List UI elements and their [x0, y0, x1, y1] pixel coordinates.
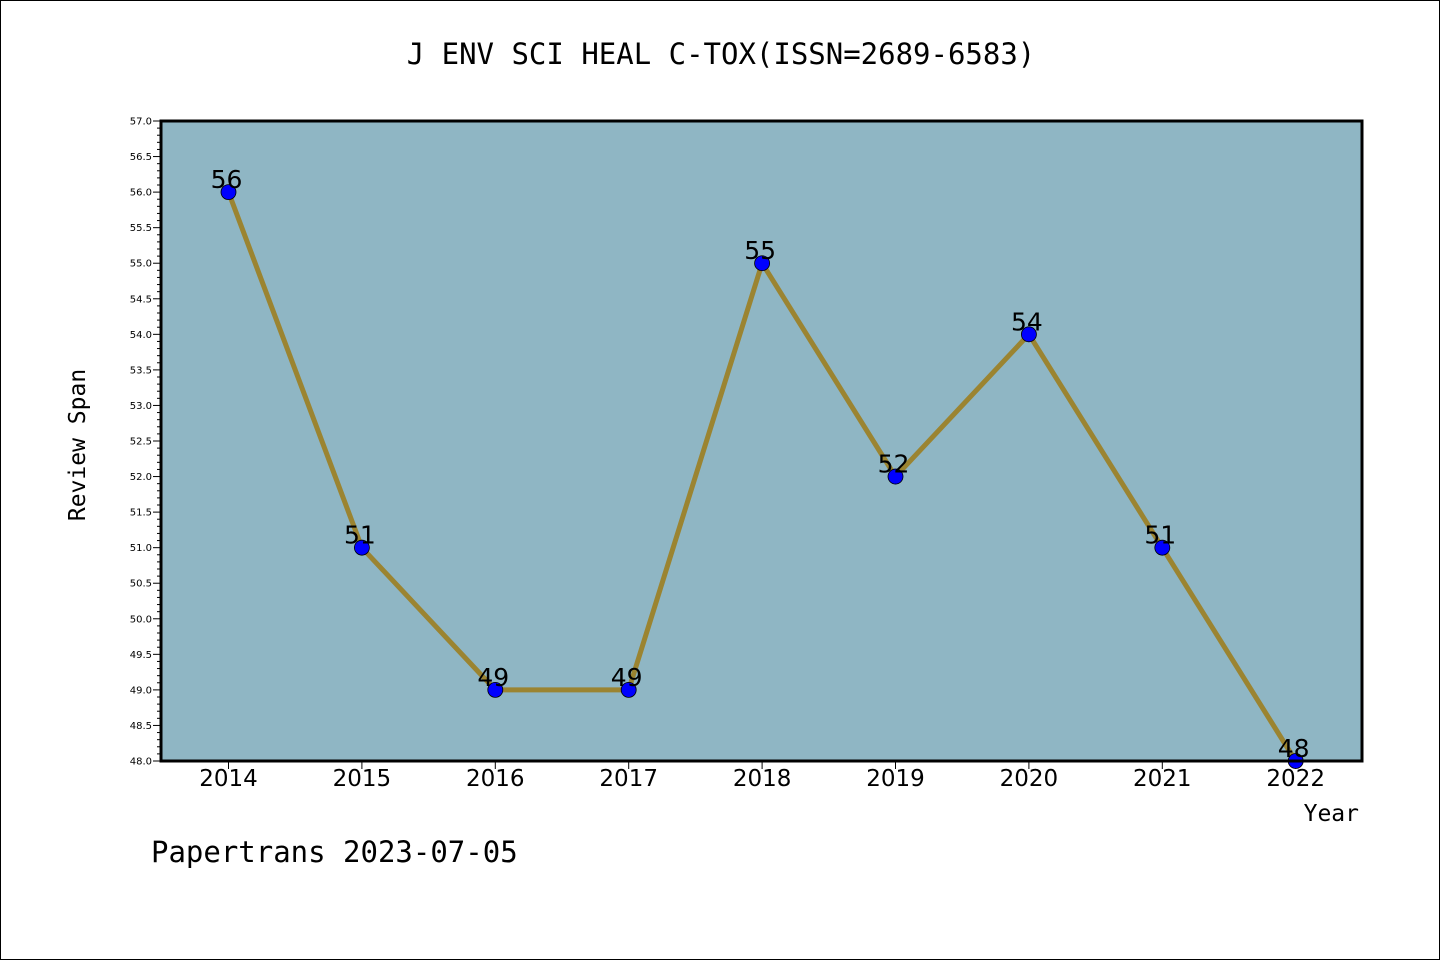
data-label: 51 — [1144, 521, 1176, 550]
x-tick-label: 2019 — [866, 766, 925, 792]
data-point — [887, 468, 904, 485]
x-tick-label: 2015 — [333, 766, 392, 792]
x-tick-label: 2016 — [466, 766, 525, 792]
y-tick-label: 54.0 — [130, 330, 152, 341]
x-tick-label: 2014 — [199, 766, 258, 792]
data-markers — [220, 184, 1304, 769]
x-tick-label: 2017 — [599, 766, 658, 792]
data-point — [1021, 326, 1037, 343]
y-axis-label: Review Span — [65, 369, 91, 521]
y-tick-label: 56.5 — [130, 152, 152, 163]
data-point — [220, 184, 237, 201]
y-tick-label: 54.5 — [130, 294, 152, 305]
data-point — [353, 539, 370, 556]
data-label: 49 — [611, 663, 643, 692]
y-tick-label: 55.5 — [130, 223, 152, 234]
data-label: 49 — [477, 663, 509, 692]
data-label: 54 — [1011, 307, 1043, 336]
data-label: 55 — [744, 236, 776, 265]
data-point — [754, 255, 770, 272]
y-tick-label: 56.0 — [130, 188, 152, 199]
y-tick-label: 49.0 — [130, 685, 152, 696]
y-tick-label: 52.5 — [130, 437, 152, 448]
x-axis-label: Year — [1304, 801, 1359, 827]
y-tick-label: 57.0 — [130, 117, 152, 128]
y-tick-label: 49.5 — [130, 650, 152, 661]
y-tick-label: 51.0 — [130, 543, 152, 554]
chart-title: J ENV SCI HEAL C-TOX(ISSN=2689-6583) — [406, 37, 1036, 71]
y-tick-label: 50.0 — [130, 614, 152, 625]
data-label: 48 — [1278, 734, 1310, 763]
y-tick-label: 53.5 — [130, 365, 152, 376]
data-point — [487, 681, 504, 698]
data-point — [1154, 539, 1171, 556]
data-label: 51 — [344, 521, 376, 550]
x-tick-label: 2021 — [1133, 766, 1192, 792]
y-tick-label: 48.5 — [130, 721, 152, 732]
data-labels: 56 51 49 49 55 52 54 51 48 — [211, 165, 1310, 763]
x-axis: 2014 2015 2016 2017 2018 2019 2020 2021 2022 — [199, 761, 1325, 792]
data-label: 52 — [878, 450, 910, 479]
plot-area — [161, 121, 1362, 761]
y-tick-label: 53.0 — [130, 401, 152, 412]
x-tick-label: 2022 — [1266, 766, 1325, 792]
y-tick-label: 50.5 — [130, 579, 152, 590]
y-tick-label: 52.0 — [130, 472, 152, 483]
footer-credit: Papertrans 2023-07-05 — [151, 835, 518, 869]
plot-frame — [159, 119, 1364, 763]
x-tick-label: 2020 — [1000, 766, 1059, 792]
y-tick-label: 55.0 — [130, 259, 152, 270]
data-point — [620, 681, 637, 698]
y-tick-label: 51.5 — [130, 508, 152, 519]
x-tick-label: 2018 — [733, 766, 792, 792]
data-label: 56 — [211, 165, 243, 194]
y-axis: 48.0 48.5 49.0 49.5 50.0 50.5 51.0 51.5 52.0 52.5… — [130, 117, 161, 768]
y-tick-label: 48.0 — [130, 757, 152, 768]
